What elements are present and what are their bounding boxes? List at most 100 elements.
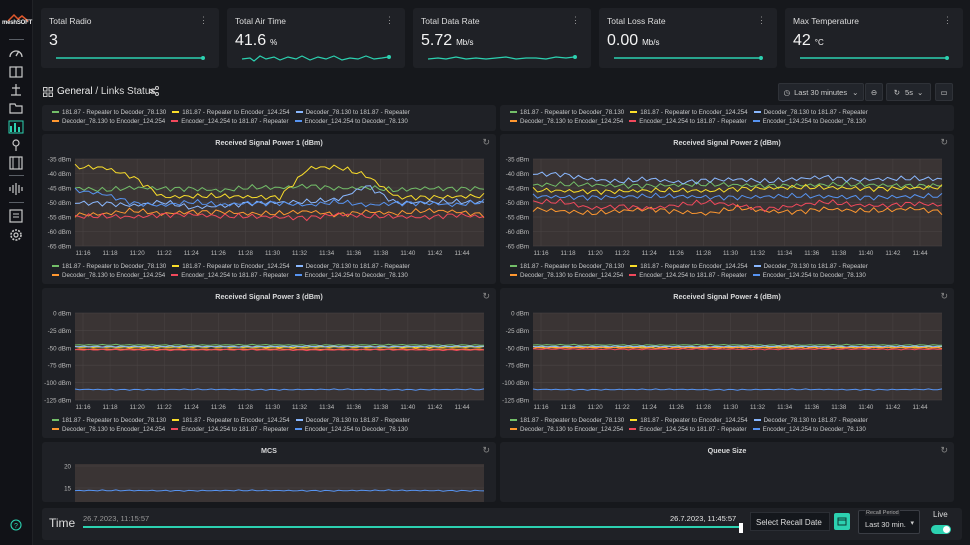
zoom-out-button[interactable]: ⊖ xyxy=(865,83,883,101)
legend-item[interactable]: Encoder_124.254 to 181.87 - Repeater xyxy=(629,117,747,126)
panel-mcs: MCS ↻ 20 15 xyxy=(42,442,496,502)
more-vertical-icon[interactable]: ⋮ xyxy=(943,15,952,25)
legend-item[interactable]: Decoder_78.130 to 181.87 - Repeater xyxy=(295,262,410,271)
toggle-knob xyxy=(943,526,950,533)
legend-item[interactable]: Decoder_78.130 to 181.87 - Repeater xyxy=(753,416,868,425)
legend-swatch xyxy=(510,265,517,268)
series-line xyxy=(74,347,485,351)
x-tick-label: 11:26 xyxy=(669,404,685,411)
refresh-icon[interactable]: ↻ xyxy=(482,445,490,455)
legend-item[interactable]: Encoder_124.254 to Decoder_78.130 xyxy=(752,425,866,434)
legend-item[interactable]: Decoder_78.130 to Encoder_124.254 xyxy=(510,271,623,280)
legend-item[interactable]: 181.87 - Repeater to Encoder_124.254 xyxy=(172,108,290,117)
panel-legend-top-right: 181.87 - Repeater to Decoder_78.130 181.8… xyxy=(500,105,954,131)
book-icon[interactable] xyxy=(8,65,24,79)
more-vertical-icon[interactable]: ⋮ xyxy=(757,15,766,25)
legend-item[interactable]: 181.87 - Repeater to Encoder_124.254 xyxy=(630,108,748,117)
legend-item[interactable]: 181.87 - Repeater to Encoder_124.254 xyxy=(630,262,748,271)
x-tick-label: 11:32 xyxy=(292,250,308,257)
x-tick-label: 11:16 xyxy=(75,404,91,411)
legend-item[interactable]: 181.87 - Repeater to Decoder_78.130 xyxy=(52,262,166,271)
gear-icon[interactable] xyxy=(8,228,24,242)
series-line xyxy=(75,345,485,348)
legend-item[interactable]: Encoder_124.254 to 181.87 - Repeater xyxy=(171,271,289,280)
legend-item[interactable]: Decoder_78.130 to Encoder_124.254 xyxy=(52,117,165,126)
series-line xyxy=(74,388,485,391)
legend-item[interactable]: 181.87 - Repeater to Decoder_78.130 xyxy=(52,108,166,117)
legend-item[interactable]: Decoder_78.130 to 181.87 - Repeater xyxy=(753,108,868,117)
refresh-icon[interactable]: ↻ xyxy=(482,291,490,301)
refresh-icon[interactable]: ↻ xyxy=(482,137,490,147)
y-tick-label: -65 dBm xyxy=(506,244,529,251)
legend-item[interactable]: Encoder_124.254 to 181.87 - Repeater xyxy=(171,117,289,126)
map-pin-icon[interactable] xyxy=(8,138,24,152)
legend-swatch xyxy=(52,274,59,277)
x-tick-label: 11:24 xyxy=(184,250,200,257)
refresh-icon[interactable]: ↻ xyxy=(940,137,948,147)
x-tick-label: 11:36 xyxy=(804,250,820,257)
panel-title: Received Signal Power 2 (dBm) xyxy=(673,138,781,147)
stat-value: 5.72 Mb/s xyxy=(421,32,474,49)
legend-item[interactable]: Decoder_78.130 to 181.87 - Repeater xyxy=(753,262,868,271)
legend-item[interactable]: Encoder_124.254 to Decoder_78.130 xyxy=(752,117,866,126)
x-tick-label: 11:18 xyxy=(103,404,119,411)
x-tick-label: 11:42 xyxy=(427,404,443,411)
recall-period-select[interactable]: Recall Period Last 30 min. ▾ xyxy=(858,510,920,534)
legend-item[interactable]: Encoder_124.254 to 181.87 - Repeater xyxy=(629,425,747,434)
legend-item[interactable]: Decoder_78.130 to Encoder_124.254 xyxy=(52,425,165,434)
chevron-down-icon: ▾ xyxy=(910,520,914,527)
legend-item[interactable]: Decoder_78.130 to 181.87 - Repeater xyxy=(295,108,410,117)
legend-item[interactable]: Encoder_124.254 to 181.87 - Repeater xyxy=(629,271,747,280)
time-slider-track[interactable] xyxy=(83,526,741,528)
stat-max-temperature: Max Temperature ⋮ 42 °C xyxy=(785,8,963,68)
legend-item[interactable]: 181.87 - Repeater to Encoder_124.254 xyxy=(172,262,290,271)
calendar-button[interactable] xyxy=(834,513,850,530)
tv-mode-button[interactable]: ▭ xyxy=(935,83,953,101)
legend-item[interactable]: Encoder_124.254 to 181.87 - Repeater xyxy=(171,425,289,434)
bar-chart-icon[interactable] xyxy=(8,120,24,134)
more-vertical-icon[interactable]: ⋮ xyxy=(385,15,394,25)
legend-item[interactable]: 181.87 - Repeater to Encoder_124.254 xyxy=(172,416,290,425)
more-vertical-icon[interactable]: ⋮ xyxy=(571,15,580,25)
legend-item[interactable]: Decoder_78.130 to Encoder_124.254 xyxy=(52,271,165,280)
app-logo: meshSOFT xyxy=(2,13,32,31)
refresh-picker[interactable]: ↻ 5s ⌄ xyxy=(886,83,931,101)
breadcrumb-folder[interactable]: General xyxy=(57,86,93,97)
refresh-icon[interactable]: ↻ xyxy=(940,291,948,301)
folder-icon[interactable] xyxy=(8,101,24,115)
waveform-icon[interactable] xyxy=(8,182,24,196)
time-slider-handle[interactable] xyxy=(739,523,743,533)
legend-item[interactable]: Encoder_124.254 to Decoder_78.130 xyxy=(752,271,866,280)
refresh-icon[interactable]: ↻ xyxy=(940,445,948,455)
legend-item[interactable]: Encoder_124.254 to Decoder_78.130 xyxy=(294,117,408,126)
legend-item[interactable]: 181.87 - Repeater to Encoder_124.254 xyxy=(630,416,748,425)
x-tick-label: 11:40 xyxy=(400,250,416,257)
legend-item[interactable]: Decoder_78.130 to Encoder_124.254 xyxy=(510,425,623,434)
legend-item[interactable]: Decoder_78.130 to 181.87 - Repeater xyxy=(295,416,410,425)
legend-swatch xyxy=(295,265,303,268)
time-range-picker[interactable]: ◷ Last 30 minutes ⌄ xyxy=(778,83,864,101)
tower-icon[interactable] xyxy=(8,83,24,97)
breadcrumb: General / Links Status xyxy=(57,86,156,97)
legend: 181.87 - Repeater to Decoder_78.130 181.8… xyxy=(510,416,874,434)
legend-swatch xyxy=(630,111,638,114)
more-vertical-icon[interactable]: ⋮ xyxy=(199,15,208,25)
legend-item[interactable]: Decoder_78.130 to Encoder_124.254 xyxy=(510,117,623,126)
stat-value: 42 °C xyxy=(793,32,824,49)
legend-item[interactable]: 181.87 - Repeater to Decoder_78.130 xyxy=(52,416,166,425)
y-tick-label: -75 dBm xyxy=(506,363,529,370)
help-circle-icon[interactable]: ? xyxy=(8,518,24,532)
legend-item[interactable]: 181.87 - Repeater to Decoder_78.130 xyxy=(510,416,624,425)
live-toggle[interactable] xyxy=(931,525,951,534)
legend-item[interactable]: Encoder_124.254 to Decoder_78.130 xyxy=(294,425,408,434)
film-icon[interactable] xyxy=(8,156,24,170)
select-recall-date-button[interactable]: Select Recall Date xyxy=(750,512,830,531)
chart-signal-power-4: 0 dBm -25 dBm -50 dBm -75 dBm -100 dBm -125 d… xyxy=(502,311,943,411)
y-tick-label: -50 dBm xyxy=(506,345,529,352)
speedometer-icon[interactable] xyxy=(8,46,24,60)
report-icon[interactable] xyxy=(8,209,24,223)
share-icon[interactable] xyxy=(149,86,159,96)
legend-item[interactable]: 181.87 - Repeater to Decoder_78.130 xyxy=(510,108,624,117)
legend-item[interactable]: 181.87 - Repeater to Decoder_78.130 xyxy=(510,262,624,271)
legend-item[interactable]: Encoder_124.254 to Decoder_78.130 xyxy=(294,271,408,280)
